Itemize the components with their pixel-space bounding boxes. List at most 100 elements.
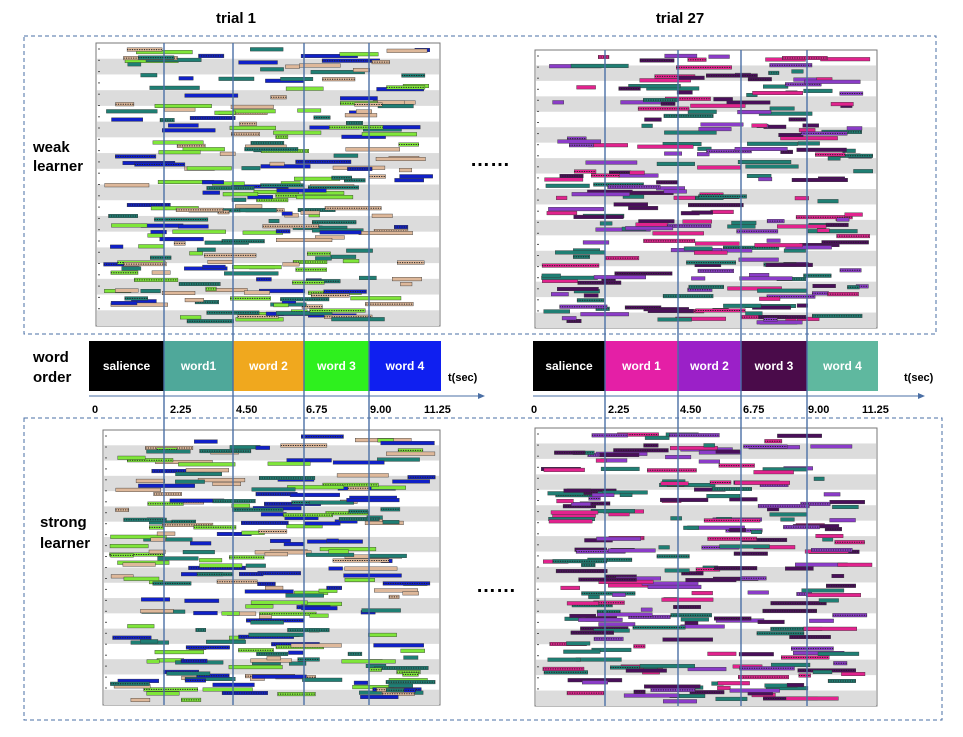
fixation-bar (641, 123, 653, 128)
fixation-bar (822, 537, 834, 542)
fixation-bar (841, 672, 866, 677)
fixation-bar (747, 141, 798, 146)
fixation-bar (268, 218, 280, 223)
fixation-bar (201, 180, 224, 185)
fixation-bar (206, 186, 255, 191)
fixation-bar (829, 518, 856, 523)
fixation-bar (182, 550, 215, 555)
timeline-right-tick-0: 0 (531, 404, 537, 416)
fixation-bar (670, 446, 718, 451)
fixation-bar (332, 460, 385, 465)
fixation-bar (747, 590, 769, 595)
fixation-bar (110, 574, 134, 579)
fixation-bar (250, 600, 308, 605)
fixation-bar (697, 146, 712, 151)
fixation-bar (275, 229, 291, 234)
fixation-bar (746, 92, 758, 97)
fixation-bar (812, 670, 833, 675)
timeline-right-tick-3: 6.75 (743, 404, 764, 416)
fixation-bar (785, 245, 832, 250)
fixation-bar (331, 317, 385, 322)
fixation-bar (678, 75, 705, 80)
fixation-bar (146, 691, 180, 696)
fixation-bar (758, 177, 773, 182)
fixation-bar (639, 78, 691, 83)
fixation-bar (717, 686, 731, 691)
fixation-bar (664, 130, 717, 135)
fixation-bar (175, 479, 205, 484)
fixation-bar (823, 492, 841, 497)
fixation-bar (715, 696, 748, 701)
fixation-bar (190, 541, 212, 546)
fixation-bar (690, 103, 746, 108)
fixation-bar (804, 79, 861, 84)
fixation-bar (751, 530, 762, 535)
fixation-bar (599, 452, 640, 457)
fixation-bar (377, 104, 414, 109)
fixation-bar (687, 667, 727, 672)
fixation-bar (309, 500, 354, 505)
fixation-bar (260, 512, 287, 517)
fixation-bar (360, 695, 399, 700)
fixation-bar (560, 585, 580, 590)
fixation-bar (250, 47, 284, 52)
fixation-bar (400, 282, 413, 287)
fixation-bar (193, 611, 218, 616)
fixation-bar (830, 102, 854, 107)
fixation-bar (340, 96, 378, 101)
fixation-bar (670, 516, 682, 521)
fixation-bar (680, 617, 709, 622)
fixation-bar (212, 481, 242, 486)
fixation-bar (777, 224, 827, 229)
fixation-bar (251, 487, 296, 492)
fixation-bar (262, 224, 320, 229)
fixation-bar (625, 226, 674, 231)
fixation-bar (676, 90, 693, 95)
fixation-bar (202, 264, 226, 269)
fixation-bar (353, 680, 369, 685)
fixation-bar (570, 63, 629, 68)
fixation-bar (791, 177, 848, 182)
strong-label-line2: learner (40, 535, 90, 552)
fixation-bar (206, 639, 246, 644)
fixation-bar (573, 214, 624, 219)
fixation-bar (548, 207, 604, 212)
fixation-bar (161, 291, 196, 296)
fixation-bar (135, 478, 166, 483)
fixation-bar (111, 117, 143, 122)
fixation-bar (751, 123, 768, 128)
fixation-bar (628, 206, 659, 211)
fixation-bar (250, 620, 284, 625)
fixation-bar (375, 156, 426, 161)
fixation-bar (771, 662, 811, 667)
fixation-bar (660, 101, 676, 106)
fixation-bar (156, 531, 176, 536)
fixation-bar (110, 534, 167, 539)
fixation-bar (196, 247, 216, 252)
fixation-bar (106, 109, 158, 114)
timeline-right-segment-label-4: word 3 (754, 359, 794, 373)
fixation-bar (598, 622, 636, 627)
fixation-bar (315, 256, 332, 261)
fixation-bar (585, 160, 638, 165)
fixation-bar (182, 147, 225, 152)
trial-27-title: trial 27 (656, 10, 704, 27)
fixation-bar (682, 219, 713, 224)
fixation-bar (827, 156, 841, 161)
fixation-bar (660, 481, 689, 486)
fixation-bar (353, 68, 370, 73)
fixation-bar (110, 244, 124, 249)
timeline-left-segment-label-3: word 2 (248, 359, 288, 373)
fixation-bar (778, 132, 804, 137)
fixation-bar (801, 588, 845, 593)
fixation-bar (403, 655, 419, 660)
row-band (536, 65, 876, 81)
fixation-bar (280, 76, 314, 81)
fixation-bar (664, 53, 698, 58)
fixation-bar (289, 661, 307, 666)
fixation-bar (287, 628, 330, 633)
fixation-bar (591, 493, 615, 498)
fixation-bar (780, 136, 838, 141)
fixation-bar (104, 183, 150, 188)
row-band (536, 690, 876, 706)
